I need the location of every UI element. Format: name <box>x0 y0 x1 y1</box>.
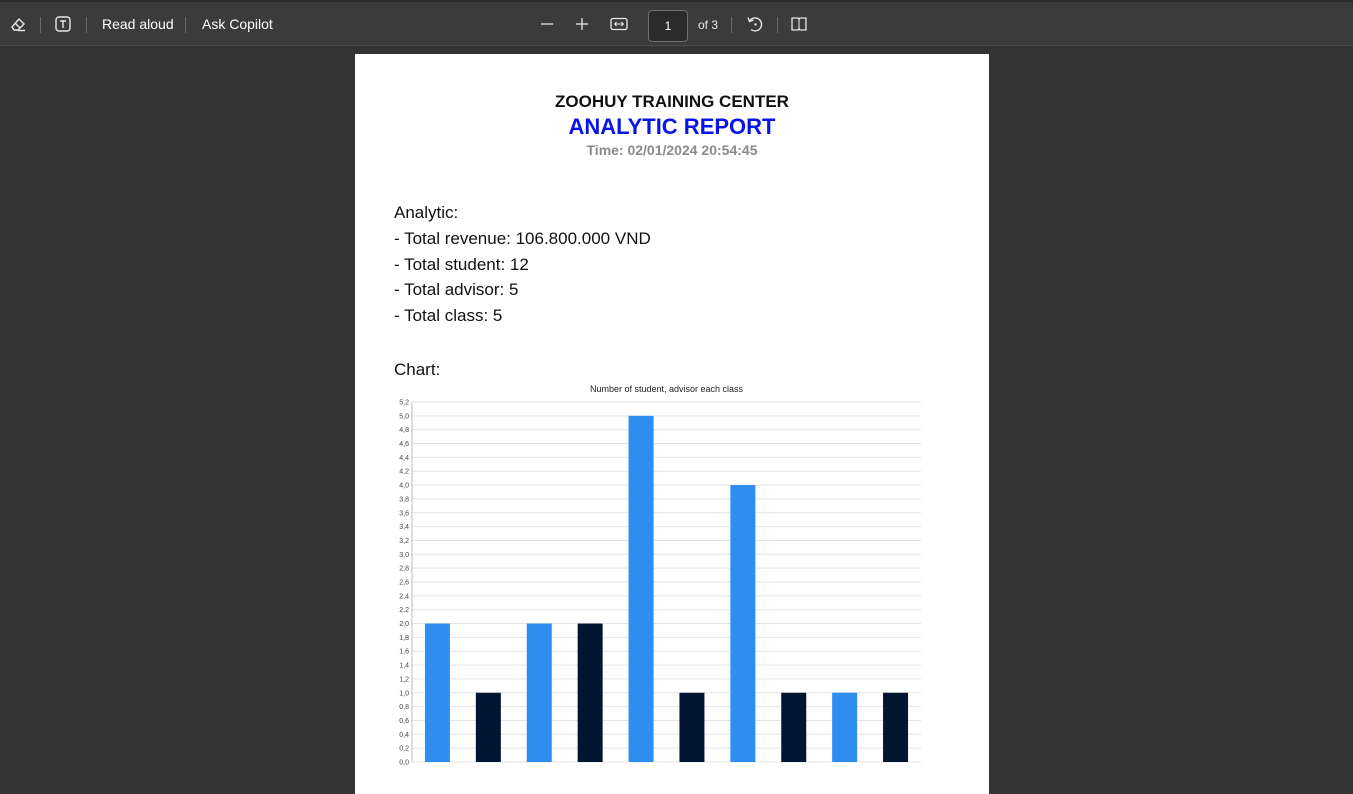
bar <box>577 623 603 762</box>
bar <box>730 485 756 762</box>
report-time: Time: 02/01/2024 20:54:45 <box>586 142 758 158</box>
y-tick-label: 0,0 <box>399 760 409 767</box>
toolbar-divider <box>777 17 778 33</box>
bar <box>679 692 705 762</box>
ask-copilot-button[interactable]: Ask Copilot <box>202 16 273 32</box>
pdf-toolbar: Read aloud Ask Copilot 1 of 3 <box>0 0 1353 46</box>
y-tick-label: 1,6 <box>399 649 409 656</box>
y-tick-label: 0,8 <box>399 704 409 711</box>
fit-width-icon[interactable] <box>608 2 630 46</box>
y-tick-label: 0,2 <box>399 746 409 753</box>
toolbar-divider <box>185 17 186 33</box>
y-tick-label: 4,4 <box>399 455 409 462</box>
y-tick-label: 2,4 <box>399 593 409 600</box>
report-title: ANALYTIC REPORT <box>568 114 776 139</box>
read-aloud-button[interactable]: Read aloud <box>102 16 174 32</box>
y-tick-label: 4,8 <box>399 427 409 434</box>
eraser-icon[interactable] <box>6 2 30 46</box>
y-tick-label: 5,2 <box>399 400 409 407</box>
toolbar-divider <box>86 17 87 33</box>
total-student-line: - Total student: 12 <box>394 255 529 274</box>
page-count: of 3 <box>698 18 719 32</box>
bar <box>628 415 654 762</box>
y-tick-label: 2,0 <box>399 621 409 628</box>
total-revenue-line: - Total revenue: 106.800.000 VND <box>394 229 651 248</box>
y-tick-label: 4,0 <box>399 483 409 490</box>
chart-heading: Chart: <box>394 360 441 379</box>
y-tick-label: 3,8 <box>399 496 409 503</box>
bar <box>475 692 501 762</box>
zoom-out-icon[interactable] <box>537 2 557 46</box>
y-tick-label: 1,8 <box>399 635 409 642</box>
page-number-input[interactable]: 1 <box>648 10 688 42</box>
rotate-icon[interactable] <box>744 2 766 46</box>
text-box-icon[interactable] <box>52 2 74 46</box>
y-tick-label: 2,8 <box>399 566 409 573</box>
y-tick-label: 1,0 <box>399 690 409 697</box>
y-tick-label: 2,6 <box>399 580 409 587</box>
bar <box>883 692 909 762</box>
bar <box>781 692 807 762</box>
y-tick-label: 3,4 <box>399 524 409 531</box>
y-tick-label: 0,4 <box>399 732 409 739</box>
zoom-in-icon[interactable] <box>572 2 592 46</box>
bar <box>424 623 450 762</box>
y-tick-label: 4,6 <box>399 441 409 448</box>
bar <box>526 623 552 762</box>
bar <box>832 692 858 762</box>
bar-chart: Number of student, advisor each class 0,0… <box>399 384 921 767</box>
analytic-heading: Analytic: <box>394 203 459 222</box>
page-view-icon[interactable] <box>788 2 810 46</box>
toolbar-divider <box>731 17 732 33</box>
y-tick-label: 4,2 <box>399 469 409 476</box>
organization-name: ZOOHUY TRAINING CENTER <box>555 92 789 111</box>
y-tick-label: 1,2 <box>399 676 409 683</box>
y-tick-label: 3,6 <box>399 510 409 517</box>
total-class-line: - Total class: 5 <box>394 306 503 325</box>
y-tick-label: 3,0 <box>399 552 409 559</box>
y-tick-label: 0,6 <box>399 718 409 725</box>
toolbar-divider <box>40 17 41 33</box>
y-tick-label: 5,0 <box>399 413 409 420</box>
y-tick-label: 2,2 <box>399 607 409 614</box>
total-advisor-line: - Total advisor: 5 <box>394 280 519 299</box>
y-tick-label: 3,2 <box>399 538 409 545</box>
y-tick-label: 1,4 <box>399 663 409 670</box>
chart-title: Number of student, advisor each class <box>590 384 744 394</box>
pdf-page: ZOOHUY TRAINING CENTER ANALYTIC REPORT T… <box>355 54 989 794</box>
